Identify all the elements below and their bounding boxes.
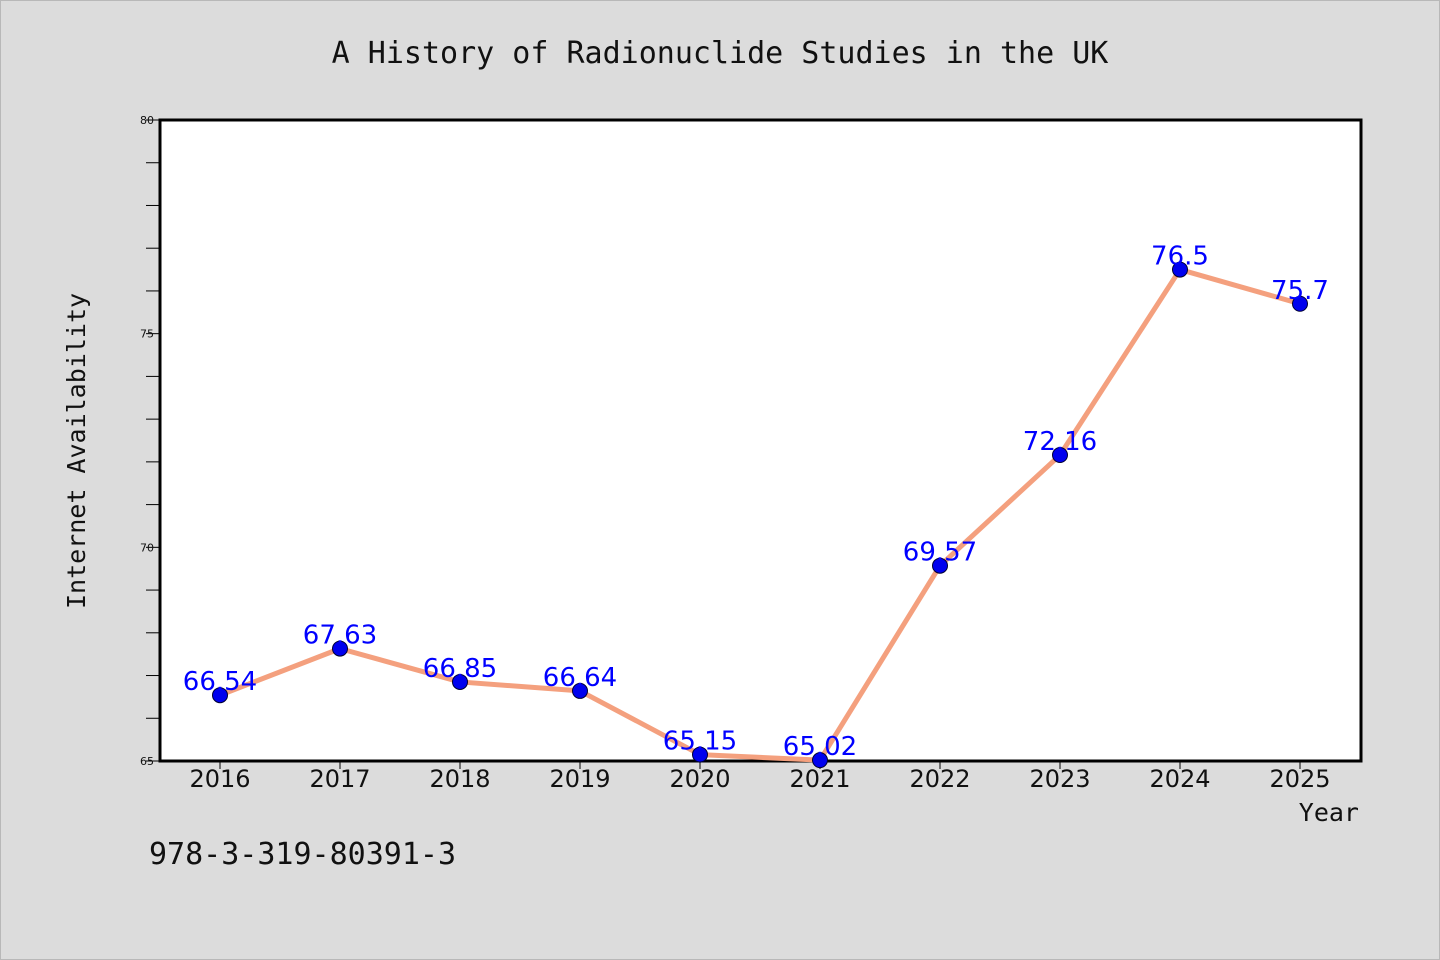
data-point [692, 746, 708, 763]
data-label: 67.63 [303, 621, 377, 651]
x-tick-label: 2022 [909, 765, 970, 793]
y-axis-ticks: 65 70 75 80 [140, 114, 160, 768]
chart-title: A History of Radionuclide Studies in the… [332, 36, 1109, 71]
data-label: 65.15 [663, 727, 737, 757]
x-tick-label: 2018 [429, 765, 490, 793]
plot-area [158, 118, 1363, 763]
x-axis-label: Year [1299, 798, 1359, 827]
data-point [1172, 261, 1188, 278]
x-tick-label: 2020 [669, 765, 730, 793]
data-point [332, 640, 348, 657]
data-label: 72.16 [1023, 427, 1097, 457]
data-label: 66.64 [543, 663, 617, 693]
isbn-text: 978-3-319-80391-3 [149, 837, 456, 872]
y-tick-label: 65 [140, 755, 154, 768]
x-tick-label: 2016 [189, 765, 250, 793]
data-point [1052, 447, 1068, 464]
data-labels-group: 66.54 67.63 66.85 66.64 65.15 65.02 69.57 72.16… [183, 242, 1329, 763]
data-label: 65.02 [783, 732, 857, 762]
data-label: 75.7 [1271, 276, 1329, 306]
y-tick-label: 70 [140, 541, 154, 554]
x-axis-ticks: 2016 2017 2018 2019 2020 2021 2022 2023 2024 2025 [189, 761, 1331, 793]
series-line-group [217, 267, 1303, 763]
x-tick-label: 2021 [789, 765, 850, 793]
x-tick-label: 2019 [549, 765, 610, 793]
y-tick-label: 80 [140, 114, 154, 127]
data-point [212, 687, 228, 704]
data-label: 66.54 [183, 667, 257, 697]
data-point [1292, 295, 1308, 312]
data-point [572, 682, 588, 699]
data-label: 69.57 [903, 538, 977, 568]
x-tick-label: 2017 [309, 765, 370, 793]
data-label: 66.85 [423, 654, 497, 684]
data-label: 76.5 [1151, 242, 1209, 272]
data-point [812, 752, 828, 769]
x-tick-label: 2023 [1029, 765, 1090, 793]
x-tick-label: 2024 [1149, 765, 1210, 793]
series-points-group [212, 261, 1308, 769]
y-axis-label: Internet Availability [62, 293, 91, 609]
data-point [452, 673, 468, 690]
series-line [217, 267, 1303, 763]
data-point [932, 557, 948, 574]
y-tick-label: 75 [140, 328, 154, 341]
x-tick-label: 2025 [1269, 765, 1330, 793]
